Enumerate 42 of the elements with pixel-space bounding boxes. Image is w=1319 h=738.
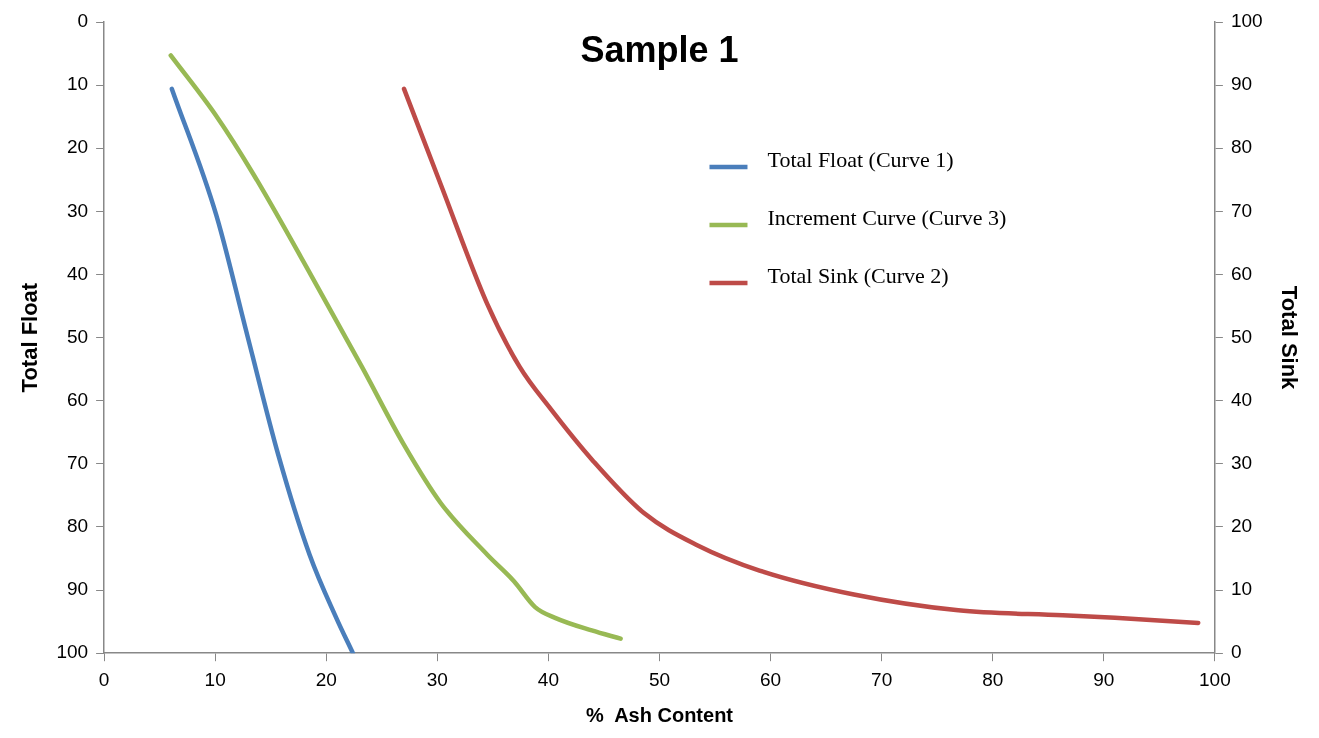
y-tick-label: 30 xyxy=(66,199,89,221)
y2-tick-label: 40 xyxy=(1230,388,1253,410)
y2-tick-label: 10 xyxy=(1230,578,1253,600)
y2-tick-label: 70 xyxy=(1230,199,1253,221)
y-tick-label: 60 xyxy=(66,388,89,410)
y2-tick-label: 30 xyxy=(1230,452,1253,474)
x-tick-label: 20 xyxy=(315,668,337,690)
x-tick-label: 80 xyxy=(982,668,1004,690)
legend-label: Total Sink (Curve 2) xyxy=(767,262,949,288)
y2-tick-label: 80 xyxy=(1230,136,1253,158)
y-tick-label: 50 xyxy=(66,325,89,347)
y2-tick-label: 90 xyxy=(1230,73,1253,95)
line-series xyxy=(169,86,356,654)
legend-label: Increment Curve (Curve 3) xyxy=(767,204,1007,230)
x-tick-label: 70 xyxy=(871,668,893,690)
y-tick-label: 40 xyxy=(66,262,89,284)
x-tick-label: 60 xyxy=(760,668,782,690)
x-tick-label: 10 xyxy=(204,668,226,690)
y-tick-label: 90 xyxy=(66,578,89,600)
y2-tick-label: 20 xyxy=(1230,515,1253,537)
x-tick-label: 0 xyxy=(98,668,110,690)
x-tick-label: 100 xyxy=(1199,668,1231,690)
y-axis-title: Total Float xyxy=(17,282,43,393)
y2-tick-label: 100 xyxy=(1230,10,1263,32)
line-series xyxy=(401,86,1201,626)
chart-title: Sample 1 xyxy=(580,28,739,70)
y2-tick-label: 50 xyxy=(1230,325,1253,347)
x-axis-title: % Ash Content xyxy=(585,703,734,726)
legend-label: Total Float (Curve 1) xyxy=(767,146,954,172)
x-tick-label: 40 xyxy=(537,668,559,690)
x-tick-label: 90 xyxy=(1093,668,1115,690)
y2-axis-title: Total Sink xyxy=(1276,285,1302,391)
y2-tick-label: 0 xyxy=(1230,641,1242,663)
y-tick-label: 20 xyxy=(66,136,89,158)
y-tick-label: 70 xyxy=(66,452,89,474)
y-tick-label: 0 xyxy=(77,10,89,32)
y2-tick-label: 60 xyxy=(1230,262,1253,284)
y-tick-label: 80 xyxy=(66,515,89,537)
y-tick-label: 10 xyxy=(66,73,89,95)
y-tick-label: 100 xyxy=(56,641,89,663)
x-tick-label: 30 xyxy=(426,668,448,690)
x-tick-label: 50 xyxy=(648,668,671,690)
